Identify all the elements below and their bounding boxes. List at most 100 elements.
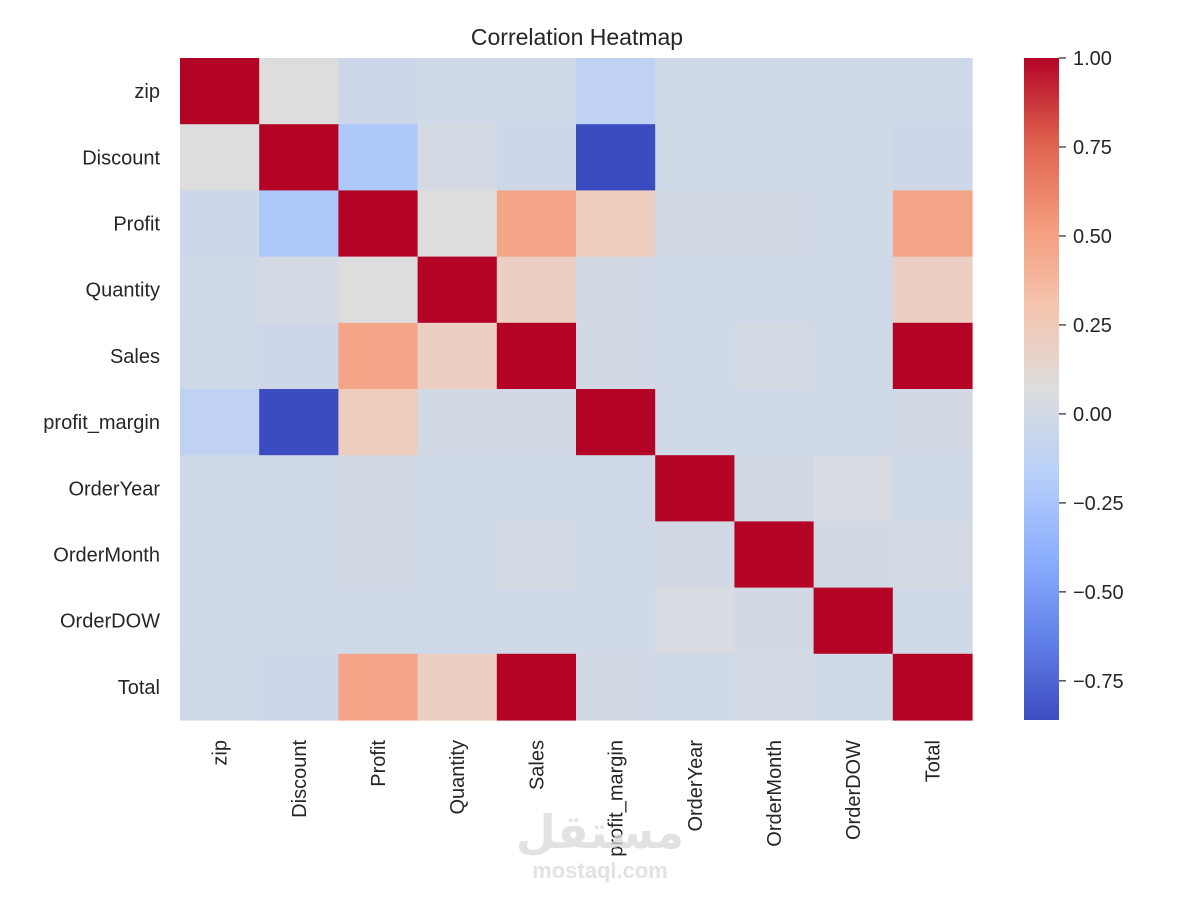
heatmap-cell-Discount-Quantity [417, 124, 498, 191]
heatmap-cell-Profit-Quantity [417, 190, 498, 258]
heatmap-cell-Discount-OrderMonth [734, 124, 815, 191]
heatmap-cell-OrderDOW-Profit [338, 587, 419, 655]
colorbar-tick-label: 0.50 [1073, 226, 1112, 248]
heatmap-cell-OrderMonth-profit_margin [576, 521, 656, 589]
colorbar-tick-label: 0.75 [1073, 137, 1112, 159]
heatmap-cell-OrderMonth-OrderDOW [813, 521, 894, 589]
heatmap-cell-Total-OrderMonth [734, 653, 815, 721]
heatmap-cell-profit_margin-Discount [259, 389, 339, 456]
heatmap-cell-Quantity-profit_margin [576, 256, 656, 324]
colorbar-tick-label: −0.50 [1073, 582, 1124, 604]
heatmap-cell-OrderYear-OrderDOW [813, 455, 894, 522]
x-tick-label: OrderMonth [764, 740, 786, 847]
heatmap-cell-Profit-Discount [259, 190, 339, 258]
y-tick-labels: zip Discount Profit Quantity Sales profit_mar… [43, 81, 160, 699]
heatmap-cell-OrderMonth-OrderYear [655, 521, 735, 589]
y-tick-label: Quantity [86, 280, 160, 302]
y-tick-label: OrderYear [68, 478, 160, 500]
heatmap-cell-Quantity-Profit [338, 256, 419, 324]
x-tick-label: zip [210, 740, 232, 766]
heatmap-cell-OrderDOW-profit_margin [576, 587, 656, 655]
heatmap-cell-OrderYear-Discount [259, 455, 339, 522]
heatmap-cell-profit_margin-Profit [338, 389, 419, 456]
heatmap-cell-Profit-Total [892, 190, 973, 258]
heatmap-cell-Total-zip [180, 653, 260, 721]
heatmap-cell-OrderDOW-Discount [259, 587, 339, 655]
x-tick-label: Total [922, 740, 944, 782]
heatmap-cell-OrderYear-OrderMonth [734, 455, 815, 522]
heatmap-cell-Sales-OrderYear [655, 322, 735, 390]
heatmap-cell-profit_margin-OrderDOW [813, 389, 894, 456]
heatmap-cell-Profit-Sales [496, 190, 577, 258]
colorbar-tick-label: 0.25 [1073, 315, 1112, 337]
watermark: مستقل mostaql.com [516, 806, 684, 883]
heatmap-cell-OrderYear-Total [892, 455, 973, 522]
x-tick-label: Discount [289, 740, 311, 818]
heatmap-cell-OrderMonth-Profit [338, 521, 419, 589]
heatmap-cell-OrderDOW-Sales [496, 587, 577, 655]
heatmap-cell-Sales-Total [892, 322, 973, 390]
y-tick-label: zip [134, 81, 160, 103]
heatmap-cell-zip-OrderYear [655, 58, 735, 125]
colorbar-scale [1024, 58, 1059, 720]
heatmap-cell-Quantity-OrderYear [655, 256, 735, 324]
heatmap-cell-zip-OrderMonth [734, 58, 815, 125]
heatmap-cell-profit_margin-Total [892, 389, 973, 456]
colorbar-tick-label: −0.75 [1073, 671, 1124, 693]
heatmap-cell-Discount-Total [892, 124, 973, 191]
heatmap-cell-OrderMonth-zip [180, 521, 260, 589]
colorbar: 1.00 0.75 0.50 0.25 0.00 −0.25 −0.50 −0.75 [1024, 48, 1124, 720]
heatmap-cell-OrderYear-Profit [338, 455, 419, 522]
heatmap-cell-Sales-profit_margin [576, 322, 656, 390]
heatmap-cell-Total-OrderYear [655, 653, 735, 721]
watermark-arabic: مستقل [516, 806, 684, 858]
heatmap-cell-OrderMonth-Discount [259, 521, 339, 589]
y-tick-label: profit_margin [43, 412, 160, 434]
heatmap-cell-Quantity-Discount [259, 256, 339, 324]
y-tick-label: Profit [113, 214, 160, 236]
heatmap-cell-OrderDOW-Quantity [417, 587, 498, 655]
heatmap-cell-Total-Total [892, 653, 973, 721]
heatmap-cells [180, 58, 973, 721]
heatmap-cell-Profit-OrderDOW [813, 190, 894, 258]
heatmap-cell-Sales-zip [180, 322, 260, 390]
heatmap-cell-profit_margin-OrderYear [655, 389, 735, 456]
heatmap-cell-Profit-Profit [338, 190, 419, 258]
y-tick-label: Total [118, 677, 160, 699]
heatmap-cell-OrderDOW-OrderYear [655, 587, 735, 655]
heatmap-cell-profit_margin-Sales [496, 389, 577, 456]
heatmap-cell-OrderDOW-OrderDOW [813, 587, 894, 655]
heatmap-cell-OrderDOW-zip [180, 587, 260, 655]
colorbar-tick-label: −0.25 [1073, 493, 1124, 515]
heatmap-cell-Quantity-Quantity [417, 256, 498, 324]
heatmap-cell-Discount-Profit [338, 124, 419, 191]
colorbar-tick-label: 0.00 [1073, 404, 1112, 426]
heatmap-cell-Discount-Discount [259, 124, 339, 191]
chart-title: Correlation Heatmap [471, 24, 683, 50]
heatmap-cell-Profit-profit_margin [576, 190, 656, 258]
heatmap-cell-Sales-Quantity [417, 322, 498, 390]
heatmap-cell-zip-Quantity [417, 58, 498, 125]
heatmap-cell-OrderYear-Quantity [417, 455, 498, 522]
heatmap-cell-Total-profit_margin [576, 653, 656, 721]
heatmap-cell-Total-Quantity [417, 653, 498, 721]
heatmap-cell-Profit-OrderMonth [734, 190, 815, 258]
heatmap-cell-Profit-zip [180, 190, 260, 258]
heatmap-cell-zip-Discount [259, 58, 339, 125]
heatmap-cell-zip-Profit [338, 58, 419, 125]
heatmap-cell-OrderDOW-Total [892, 587, 973, 655]
heatmap-cell-OrderMonth-OrderMonth [734, 521, 815, 589]
y-tick-label: Discount [82, 147, 160, 169]
heatmap-cell-zip-Sales [496, 58, 577, 125]
heatmap-cell-profit_margin-zip [180, 389, 260, 456]
colorbar-ticks: 1.00 0.75 0.50 0.25 0.00 −0.25 −0.50 −0.75 [1059, 48, 1124, 693]
heatmap-cell-OrderYear-zip [180, 455, 260, 522]
heatmap-cell-Discount-zip [180, 124, 260, 191]
x-tick-label: Quantity [447, 740, 469, 814]
x-tick-labels: zip Discount Profit Quantity Sales profit_mar… [210, 740, 945, 857]
heatmap-cell-Quantity-OrderMonth [734, 256, 815, 324]
heatmap-cell-zip-zip [180, 58, 260, 125]
heatmap-cell-Discount-profit_margin [576, 124, 656, 191]
heatmap-cell-Sales-OrderDOW [813, 322, 894, 390]
y-tick-label: Sales [110, 346, 160, 368]
